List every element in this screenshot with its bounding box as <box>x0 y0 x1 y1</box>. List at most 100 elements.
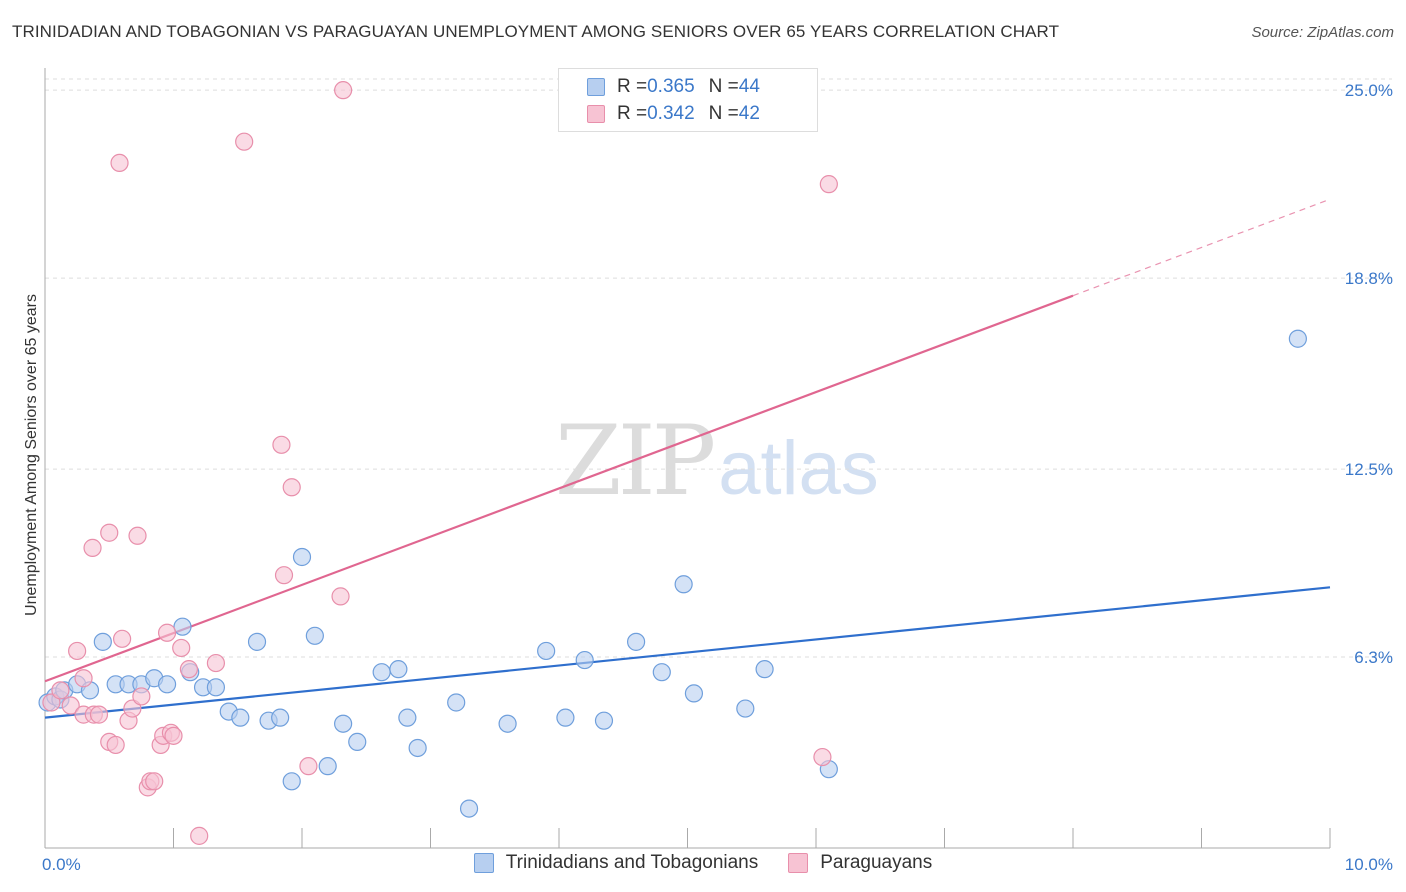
watermark-atlas: atlas <box>718 426 879 511</box>
legend-item-paraguayans[interactable]: Paraguayans <box>788 852 932 874</box>
data-point <box>231 708 250 727</box>
y-tick-label: 25.0% <box>1345 81 1393 100</box>
legend-swatch-pink <box>587 105 605 123</box>
data-point <box>755 660 774 679</box>
data-point <box>164 726 183 745</box>
chart-title: TRINIDADIAN AND TOBAGONIAN VS PARAGUAYAN… <box>12 22 1060 41</box>
data-point <box>179 660 199 679</box>
y-tick-label: 12.5% <box>1345 460 1393 479</box>
r-value: 0.365 <box>647 76 695 97</box>
data-point <box>89 705 109 724</box>
data-point <box>132 687 151 706</box>
data-point <box>398 708 417 727</box>
data-point <box>110 153 129 173</box>
data-point <box>318 757 337 776</box>
data-point <box>299 757 318 776</box>
n-value: 44 <box>738 76 760 97</box>
watermark: ZIPatlas <box>555 405 879 517</box>
trend-line-extension-1 <box>1072 198 1331 297</box>
data-point <box>652 663 671 682</box>
data-point <box>305 626 324 645</box>
legend-swatch-pink <box>788 853 809 873</box>
data-point <box>128 526 147 545</box>
data-point <box>74 669 93 688</box>
data-point <box>348 732 367 752</box>
y-tick-label: 18.8% <box>1345 269 1393 288</box>
data-point <box>334 714 353 733</box>
x-tick-label: 0.0% <box>42 855 81 874</box>
data-points <box>38 81 1307 845</box>
data-point <box>42 693 61 712</box>
data-point <box>272 435 291 454</box>
y-tick-label: 6.3% <box>1354 648 1393 667</box>
axes <box>44 68 1331 849</box>
tick-labels: 6.3% 12.5% 18.8% 25.0% 0.0% 10.0% <box>42 81 1393 874</box>
r-label: R = <box>617 76 648 97</box>
legend-swatch-blue <box>587 78 605 96</box>
data-point <box>498 714 517 733</box>
trend-lines <box>44 198 1331 719</box>
data-point <box>68 641 87 661</box>
legend-stats: R = 0.365 N = 44 R = 0.342 N = 42 <box>558 68 818 132</box>
data-point <box>459 799 479 818</box>
data-point <box>112 629 132 648</box>
legend-item-trinidadians[interactable]: Trinidadians and Tobagonians <box>473 852 759 874</box>
data-point <box>145 772 164 791</box>
legend-row-paraguayans: R = 0.342 N = 42 <box>587 102 760 126</box>
data-point <box>334 81 353 100</box>
data-point <box>282 478 301 497</box>
y-axis-label: Unemployment Among Seniors over 65 years <box>23 294 40 616</box>
n-value: 42 <box>738 103 760 124</box>
legend-swatch-blue <box>473 853 494 873</box>
data-point <box>408 738 427 758</box>
data-point <box>575 650 594 670</box>
data-point <box>271 708 290 727</box>
data-point <box>61 696 80 715</box>
r-label: R = <box>617 103 648 124</box>
data-point <box>157 675 177 694</box>
data-point <box>684 684 704 703</box>
data-point <box>173 617 192 636</box>
data-point <box>206 678 226 697</box>
data-point <box>674 575 693 594</box>
x-tick-label: 10.0% <box>1345 855 1393 874</box>
source-label: Source: ZipAtlas.com <box>1251 24 1394 41</box>
data-point <box>235 132 254 151</box>
data-point <box>51 681 70 700</box>
n-label: N = <box>708 103 739 124</box>
data-point <box>274 566 294 585</box>
data-point <box>626 632 646 651</box>
data-point <box>537 641 556 661</box>
legend-series: Trinidadians and Tobagonians Paraguayans <box>0 852 1406 874</box>
data-point <box>736 699 755 718</box>
data-point <box>83 538 102 557</box>
legend-label: Trinidadians and Tobagonians <box>505 852 759 873</box>
data-point <box>190 826 209 845</box>
data-point <box>206 653 226 673</box>
data-point <box>389 660 408 679</box>
data-point <box>157 623 177 642</box>
data-point <box>123 699 142 718</box>
data-point <box>292 547 312 567</box>
data-point <box>447 693 466 712</box>
data-point <box>1288 329 1307 348</box>
data-point <box>106 735 125 755</box>
n-label: N = <box>708 76 739 97</box>
watermark-zip: ZIP <box>555 405 716 517</box>
data-point <box>813 747 832 767</box>
legend-row-trinidadians: R = 0.365 N = 44 <box>587 75 760 99</box>
trend-line-0 <box>44 586 1331 719</box>
data-point <box>594 711 614 730</box>
data-point <box>93 632 112 651</box>
legend-label: Paraguayans <box>820 852 933 873</box>
data-point <box>372 663 391 682</box>
data-point <box>247 632 267 651</box>
data-point <box>331 587 350 606</box>
r-value: 0.342 <box>647 103 695 124</box>
data-point <box>282 772 301 791</box>
data-point <box>556 708 575 727</box>
data-point <box>819 175 838 194</box>
grid <box>45 78 1392 658</box>
data-point <box>172 638 191 658</box>
